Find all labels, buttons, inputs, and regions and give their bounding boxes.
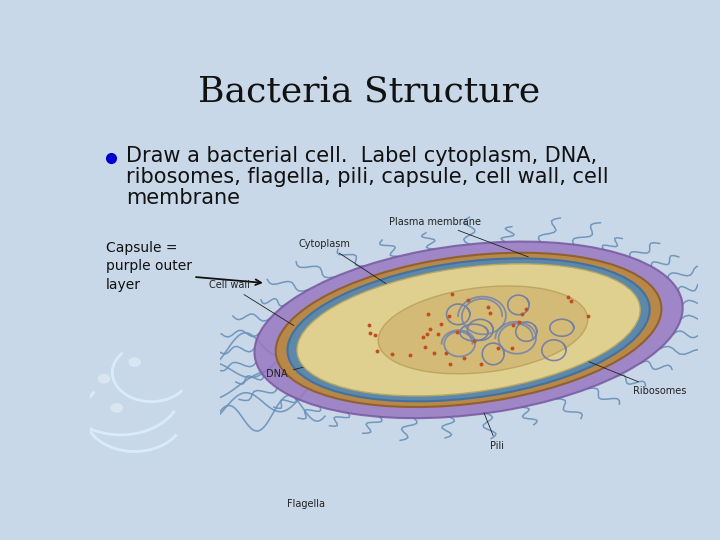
Circle shape [111,404,122,412]
Ellipse shape [287,258,649,401]
Text: Capsule =
purple outer
layer: Capsule = purple outer layer [106,241,192,292]
Ellipse shape [297,264,640,396]
Circle shape [129,358,140,366]
Text: Ribosomes: Ribosomes [581,359,687,396]
Text: Pili: Pili [484,413,504,451]
Text: membrane: membrane [126,188,240,208]
Text: Cell wall: Cell wall [209,280,294,326]
Text: Cytoplasm: Cytoplasm [299,239,399,292]
Ellipse shape [254,241,683,418]
Text: Draw a bacterial cell.  Label cytoplasm, DNA,: Draw a bacterial cell. Label cytoplasm, … [126,146,598,166]
Text: ribosomes, flagella, pili, capsule, cell wall, cell: ribosomes, flagella, pili, capsule, cell… [126,167,609,187]
Text: Plasma membrane: Plasma membrane [389,217,528,257]
Ellipse shape [276,253,662,407]
Text: Bacteria Structure: Bacteria Structure [198,75,540,109]
Text: DNA: DNA [266,350,370,379]
Circle shape [99,375,109,383]
Text: Flagella: Flagella [287,500,325,509]
Ellipse shape [378,286,588,374]
